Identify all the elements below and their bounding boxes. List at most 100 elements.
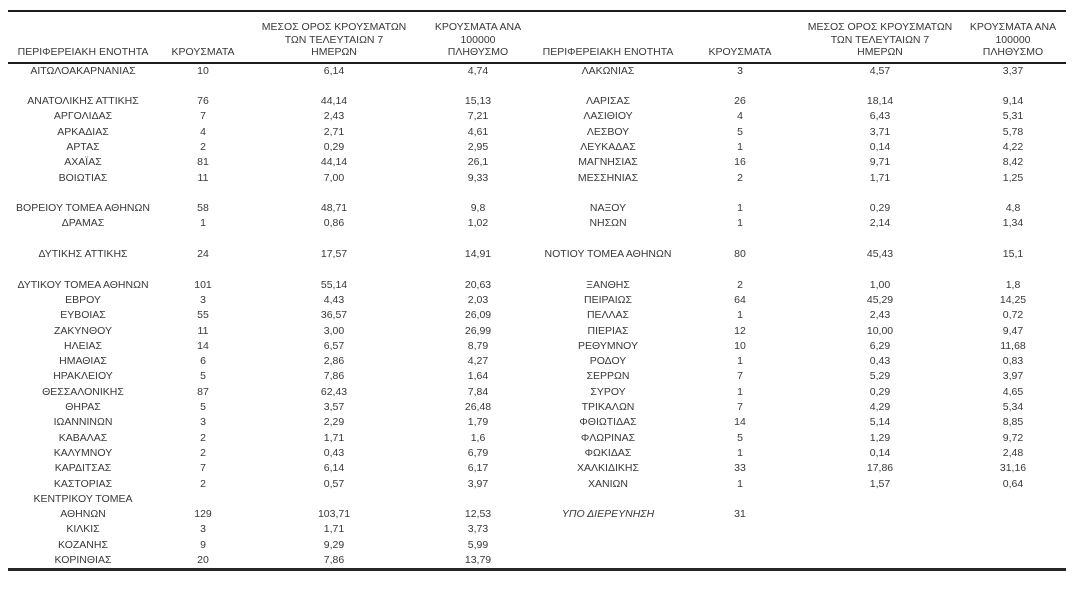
table-cell: 62,43 [320,385,348,398]
table-row: ΚΑΣΤΟΡΙΑΣ 2 0,57 3,97 ΧΑΝΙΩΝ 1 1,57 0,64 [8,477,1066,492]
table-cell: ΘΗΡΑΣ [65,401,101,414]
table-cell: 7,00 [323,171,345,184]
table-row: ΗΜΑΘΙΑΣ 6 2,86 4,27 ΡΟΔΟΥ 1 0,43 0,83 [8,354,1066,369]
table-cell: 6,79 [467,446,489,459]
table-cell [960,507,1066,522]
table-cell: ΤΡΙΚΑΛΩΝ [581,401,635,414]
table-cell [536,538,680,553]
table-cell [680,79,800,94]
table-row: ΙΩΑΝΝΙΝΩΝ 3 2,29 1,79 ΦΘΙΩΤΙΔΑΣ 14 5,14 8,85 [8,415,1066,430]
table-cell: 80 [734,248,746,261]
table-cell [420,79,536,94]
table-row: ΒΟΙΩΤΙΑΣ 11 7,00 9,33 ΜΕΣΣΗΝΙΑΣ 2 1,71 1,25 [8,171,1066,186]
table-cell: 9,72 [1002,431,1024,444]
table-cell: 16 [734,156,746,169]
table-cell [960,492,1066,507]
table-cell: 1,71 [323,431,345,444]
table-row: ΑΙΤΩΛΟΑΚΑΡΝΑΝΙΑΣ 10 6,14 4,74 ΛΑΚΩΝΙΑΣ 3 4,57 3… [8,63,1066,79]
table-cell: 0,43 [869,355,891,368]
table-row: ΕΒΡΟΥ 3 4,43 2,03 ΠΕΙΡΑΙΩΣ 64 45,29 14,25 [8,293,1066,308]
table-cell: ΞΑΝΘΗΣ [586,278,630,291]
table-cell: ΝΑΞΟΥ [589,202,627,215]
col-header-per100k-right: ΚΡΟΥΣΜΑΤΑ ΑΝΑ 100000 ΠΛΗΘΥΣΜΟ [960,12,1066,64]
table-body: ΑΙΤΩΛΟΑΚΑΡΝΑΝΙΑΣ 10 6,14 4,74 ΛΑΚΩΝΙΑΣ 3 4,57 3… [8,63,1066,570]
table-row: ΑΡΤΑΣ 2 0,29 2,95 ΛΕΥΚΑΔΑΣ 1 0,14 4,22 [8,140,1066,155]
table-cell: 3,97 [467,477,489,490]
table-cell: 10 [734,339,746,352]
table-cell [536,492,680,507]
table-cell: 31 [734,508,746,521]
table-cell: 1,64 [467,370,489,383]
table-cell: 4,43 [323,293,345,306]
table-cell: ΠΕΙΡΑΙΩΣ [584,293,632,306]
table-cell: 45,29 [866,293,894,306]
table-cell: 48,71 [320,202,348,215]
table-cell: ΠΙΕΡΙΑΣ [587,324,629,337]
table-cell: 11 [197,171,209,184]
table-cell: ΕΥΒΟΙΑΣ [60,309,106,322]
table-row: ΑΡΓΟΛΙΔΑΣ 7 2,43 7,21 ΛΑΣΙΘΙΟΥ 4 6,43 5,31 [8,109,1066,124]
table-cell: 1 [200,217,206,230]
table-cell: 6,14 [323,462,345,475]
table-cell: ΝΗΣΩΝ [589,217,627,230]
table-row: ΕΥΒΟΙΑΣ 55 36,57 26,09 ΠΕΛΛΑΣ 1 2,43 0,72 [8,308,1066,323]
table-cell: 2,29 [323,416,345,429]
table-cell [536,79,680,94]
table-header: ΠΕΡΙΦΕΡΕΙΑΚΗ ΕΝΟΤΗΤΑ ΚΡΟΥΣΜΑΤΑ ΜΕΣΟΣ ΟΡΟ… [8,12,1066,64]
table-cell: ΔΥΤΙΚΟΥ ΤΟΜΕΑ ΑΘΗΝΩΝ [17,278,149,291]
table-cell [960,186,1066,201]
table-cell: ΦΛΩΡΙΝΑΣ [580,431,636,444]
table-cell [800,507,960,522]
table-cell: 24 [197,248,209,261]
table-cell: 7,86 [323,370,345,383]
table-cell: 81 [197,156,209,169]
table-cell: 1 [737,446,743,459]
table-row: ΚΙΛΚΙΣ 3 1,71 3,73 [8,522,1066,537]
table-cell: 17,57 [320,248,348,261]
table-cell: 8,85 [1002,416,1024,429]
table-cell: 4,8 [1005,202,1021,215]
table-cell [536,522,680,537]
cases-by-regional-unit-table: ΠΕΡΙΦΕΡΕΙΑΚΗ ΕΝΟΤΗΤΑ ΚΡΟΥΣΜΑΤΑ ΜΕΣΟΣ ΟΡΟ… [8,12,1066,572]
table-cell: 9,29 [323,538,345,551]
table-cell: 45,43 [866,248,894,261]
table-cell: 2,71 [323,125,345,138]
table-cell [248,79,420,94]
table-cell: 101 [194,278,212,291]
table-cell: 1 [737,140,743,153]
table-cell: 6,17 [467,462,489,475]
table-cell: 0,86 [323,217,345,230]
table-cell: 6,57 [323,339,345,352]
col-header-region-right: ΠΕΡΙΦΕΡΕΙΑΚΗ ΕΝΟΤΗΤΑ [536,12,680,64]
table-row: ΒΟΡΕΙΟΥ ΤΟΜΕΑ ΑΘΗΝΩΝ 58 48,71 9,8 ΝΑΞΟΥ 1 0,29… [8,201,1066,216]
table-cell: 7,86 [323,554,345,566]
table-cell: 11 [197,324,209,337]
table-row: ΚΑΒΑΛΑΣ 2 1,71 1,6 ΦΛΩΡΙΝΑΣ 5 1,29 9,72 [8,431,1066,446]
table-cell: 4,27 [467,355,489,368]
table-cell: 3,00 [323,324,345,337]
table-cell: 26 [734,95,746,108]
table-cell: 3,57 [323,401,345,414]
table-cell: ΛΕΥΚΑΔΑΣ [580,140,636,153]
table-cell: ΗΡΑΚΛΕΙΟΥ [53,370,113,383]
table-cell: 1,00 [869,278,891,291]
table-cell [960,553,1066,570]
table-row: ΗΡΑΚΛΕΙΟΥ 5 7,86 1,64 ΣΕΡΡΩΝ 7 5,29 3,97 [8,369,1066,384]
table-cell: 2,14 [869,217,891,230]
table-cell: 1,34 [1002,217,1024,230]
table-cell: ΚΕΝΤΡΙΚΟΥ ΤΟΜΕΑ [33,492,133,505]
table-cell: 4,57 [869,64,891,77]
table-cell [8,232,158,247]
table-cell [960,522,1066,537]
table-row: ΑΧΑΪΑΣ 81 44,14 26,1 ΜΑΓΝΗΣΙΑΣ 16 9,71 8,42 [8,155,1066,170]
table-cell [420,232,536,247]
table-cell: 8,42 [1002,156,1024,169]
table-cell: 0,14 [869,446,891,459]
table-cell [158,232,248,247]
table-cell [800,79,960,94]
table-cell: 4,74 [467,64,489,77]
table-cell [960,232,1066,247]
table-cell: 2,43 [869,309,891,322]
table-cell: 4 [737,110,743,123]
table-cell: ΑΝΑΤΟΛΙΚΗΣ ΑΤΤΙΚΗΣ [27,95,139,108]
